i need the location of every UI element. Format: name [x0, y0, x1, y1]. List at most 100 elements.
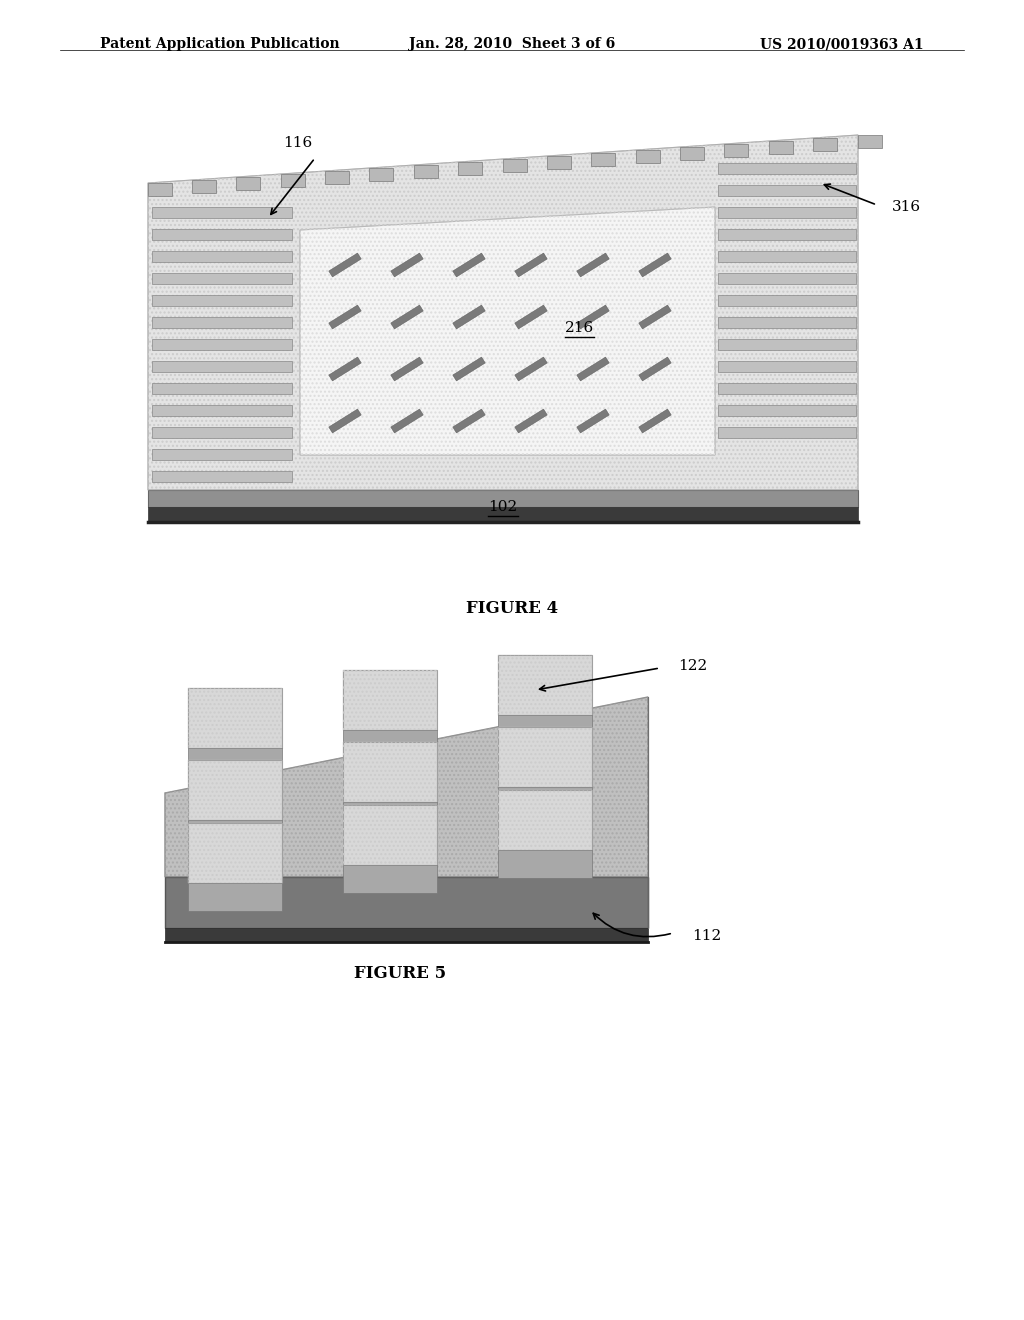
Polygon shape	[343, 671, 437, 730]
Polygon shape	[343, 865, 437, 894]
Text: FIGURE 5: FIGURE 5	[354, 965, 446, 982]
Polygon shape	[498, 789, 592, 850]
Text: 122: 122	[678, 659, 708, 673]
Polygon shape	[547, 156, 571, 169]
Polygon shape	[391, 253, 423, 277]
Polygon shape	[152, 360, 292, 372]
Polygon shape	[639, 253, 672, 277]
Polygon shape	[718, 294, 856, 306]
Polygon shape	[515, 356, 547, 381]
Polygon shape	[148, 183, 172, 195]
Polygon shape	[718, 185, 856, 195]
Polygon shape	[718, 251, 856, 261]
Polygon shape	[453, 356, 485, 381]
Polygon shape	[639, 356, 672, 381]
Polygon shape	[152, 471, 292, 482]
Polygon shape	[165, 876, 648, 928]
Polygon shape	[343, 742, 437, 803]
Polygon shape	[577, 409, 609, 433]
Polygon shape	[152, 317, 292, 327]
Polygon shape	[515, 253, 547, 277]
Polygon shape	[718, 273, 856, 284]
Polygon shape	[718, 339, 856, 350]
Polygon shape	[188, 883, 282, 911]
Polygon shape	[343, 803, 437, 830]
Polygon shape	[577, 305, 609, 329]
Polygon shape	[498, 850, 592, 878]
Polygon shape	[498, 655, 592, 715]
Polygon shape	[329, 409, 361, 433]
Polygon shape	[498, 787, 592, 814]
Polygon shape	[188, 820, 282, 847]
Polygon shape	[343, 805, 437, 865]
Polygon shape	[148, 490, 858, 507]
Polygon shape	[152, 426, 292, 438]
Polygon shape	[639, 305, 672, 329]
Polygon shape	[813, 139, 837, 150]
Polygon shape	[639, 409, 672, 433]
Polygon shape	[329, 305, 361, 329]
Polygon shape	[591, 153, 615, 166]
Polygon shape	[329, 253, 361, 277]
Text: 216: 216	[565, 321, 594, 335]
Polygon shape	[718, 360, 856, 372]
Text: 102: 102	[488, 500, 517, 513]
Text: Patent Application Publication: Patent Application Publication	[100, 37, 340, 51]
Polygon shape	[515, 409, 547, 433]
Polygon shape	[300, 207, 715, 455]
Polygon shape	[503, 158, 527, 172]
Polygon shape	[718, 426, 856, 438]
Polygon shape	[152, 339, 292, 350]
Polygon shape	[148, 507, 858, 521]
Polygon shape	[515, 305, 547, 329]
Polygon shape	[369, 168, 393, 181]
Text: 112: 112	[692, 929, 721, 942]
Polygon shape	[769, 141, 793, 154]
Polygon shape	[188, 822, 282, 883]
Polygon shape	[188, 748, 282, 776]
Polygon shape	[152, 207, 292, 218]
Polygon shape	[414, 165, 438, 178]
Polygon shape	[453, 253, 485, 277]
Text: 116: 116	[284, 136, 312, 150]
Polygon shape	[152, 228, 292, 240]
Polygon shape	[718, 405, 856, 416]
Polygon shape	[188, 688, 282, 748]
Polygon shape	[718, 228, 856, 240]
Polygon shape	[718, 162, 856, 174]
Polygon shape	[325, 172, 349, 183]
Polygon shape	[152, 294, 292, 306]
Polygon shape	[152, 383, 292, 393]
Polygon shape	[188, 760, 282, 820]
Polygon shape	[718, 207, 856, 218]
Polygon shape	[453, 409, 485, 433]
Polygon shape	[858, 135, 882, 148]
Polygon shape	[343, 730, 437, 758]
Polygon shape	[165, 697, 648, 876]
Polygon shape	[391, 409, 423, 433]
Polygon shape	[498, 715, 592, 743]
Polygon shape	[724, 144, 748, 157]
Polygon shape	[498, 727, 592, 787]
Polygon shape	[453, 305, 485, 329]
Polygon shape	[148, 135, 858, 490]
Polygon shape	[165, 928, 648, 942]
Polygon shape	[152, 273, 292, 284]
Polygon shape	[636, 150, 660, 162]
Polygon shape	[152, 449, 292, 459]
Text: Jan. 28, 2010  Sheet 3 of 6: Jan. 28, 2010 Sheet 3 of 6	[409, 37, 615, 51]
Polygon shape	[458, 162, 482, 176]
Polygon shape	[391, 356, 423, 381]
Polygon shape	[236, 177, 260, 190]
Polygon shape	[152, 405, 292, 416]
Polygon shape	[152, 251, 292, 261]
Polygon shape	[281, 174, 305, 187]
Polygon shape	[391, 305, 423, 329]
Polygon shape	[329, 356, 361, 381]
Polygon shape	[718, 383, 856, 393]
Polygon shape	[193, 180, 216, 193]
Text: 316: 316	[892, 201, 922, 214]
Polygon shape	[577, 356, 609, 381]
Polygon shape	[577, 253, 609, 277]
Polygon shape	[680, 147, 705, 160]
